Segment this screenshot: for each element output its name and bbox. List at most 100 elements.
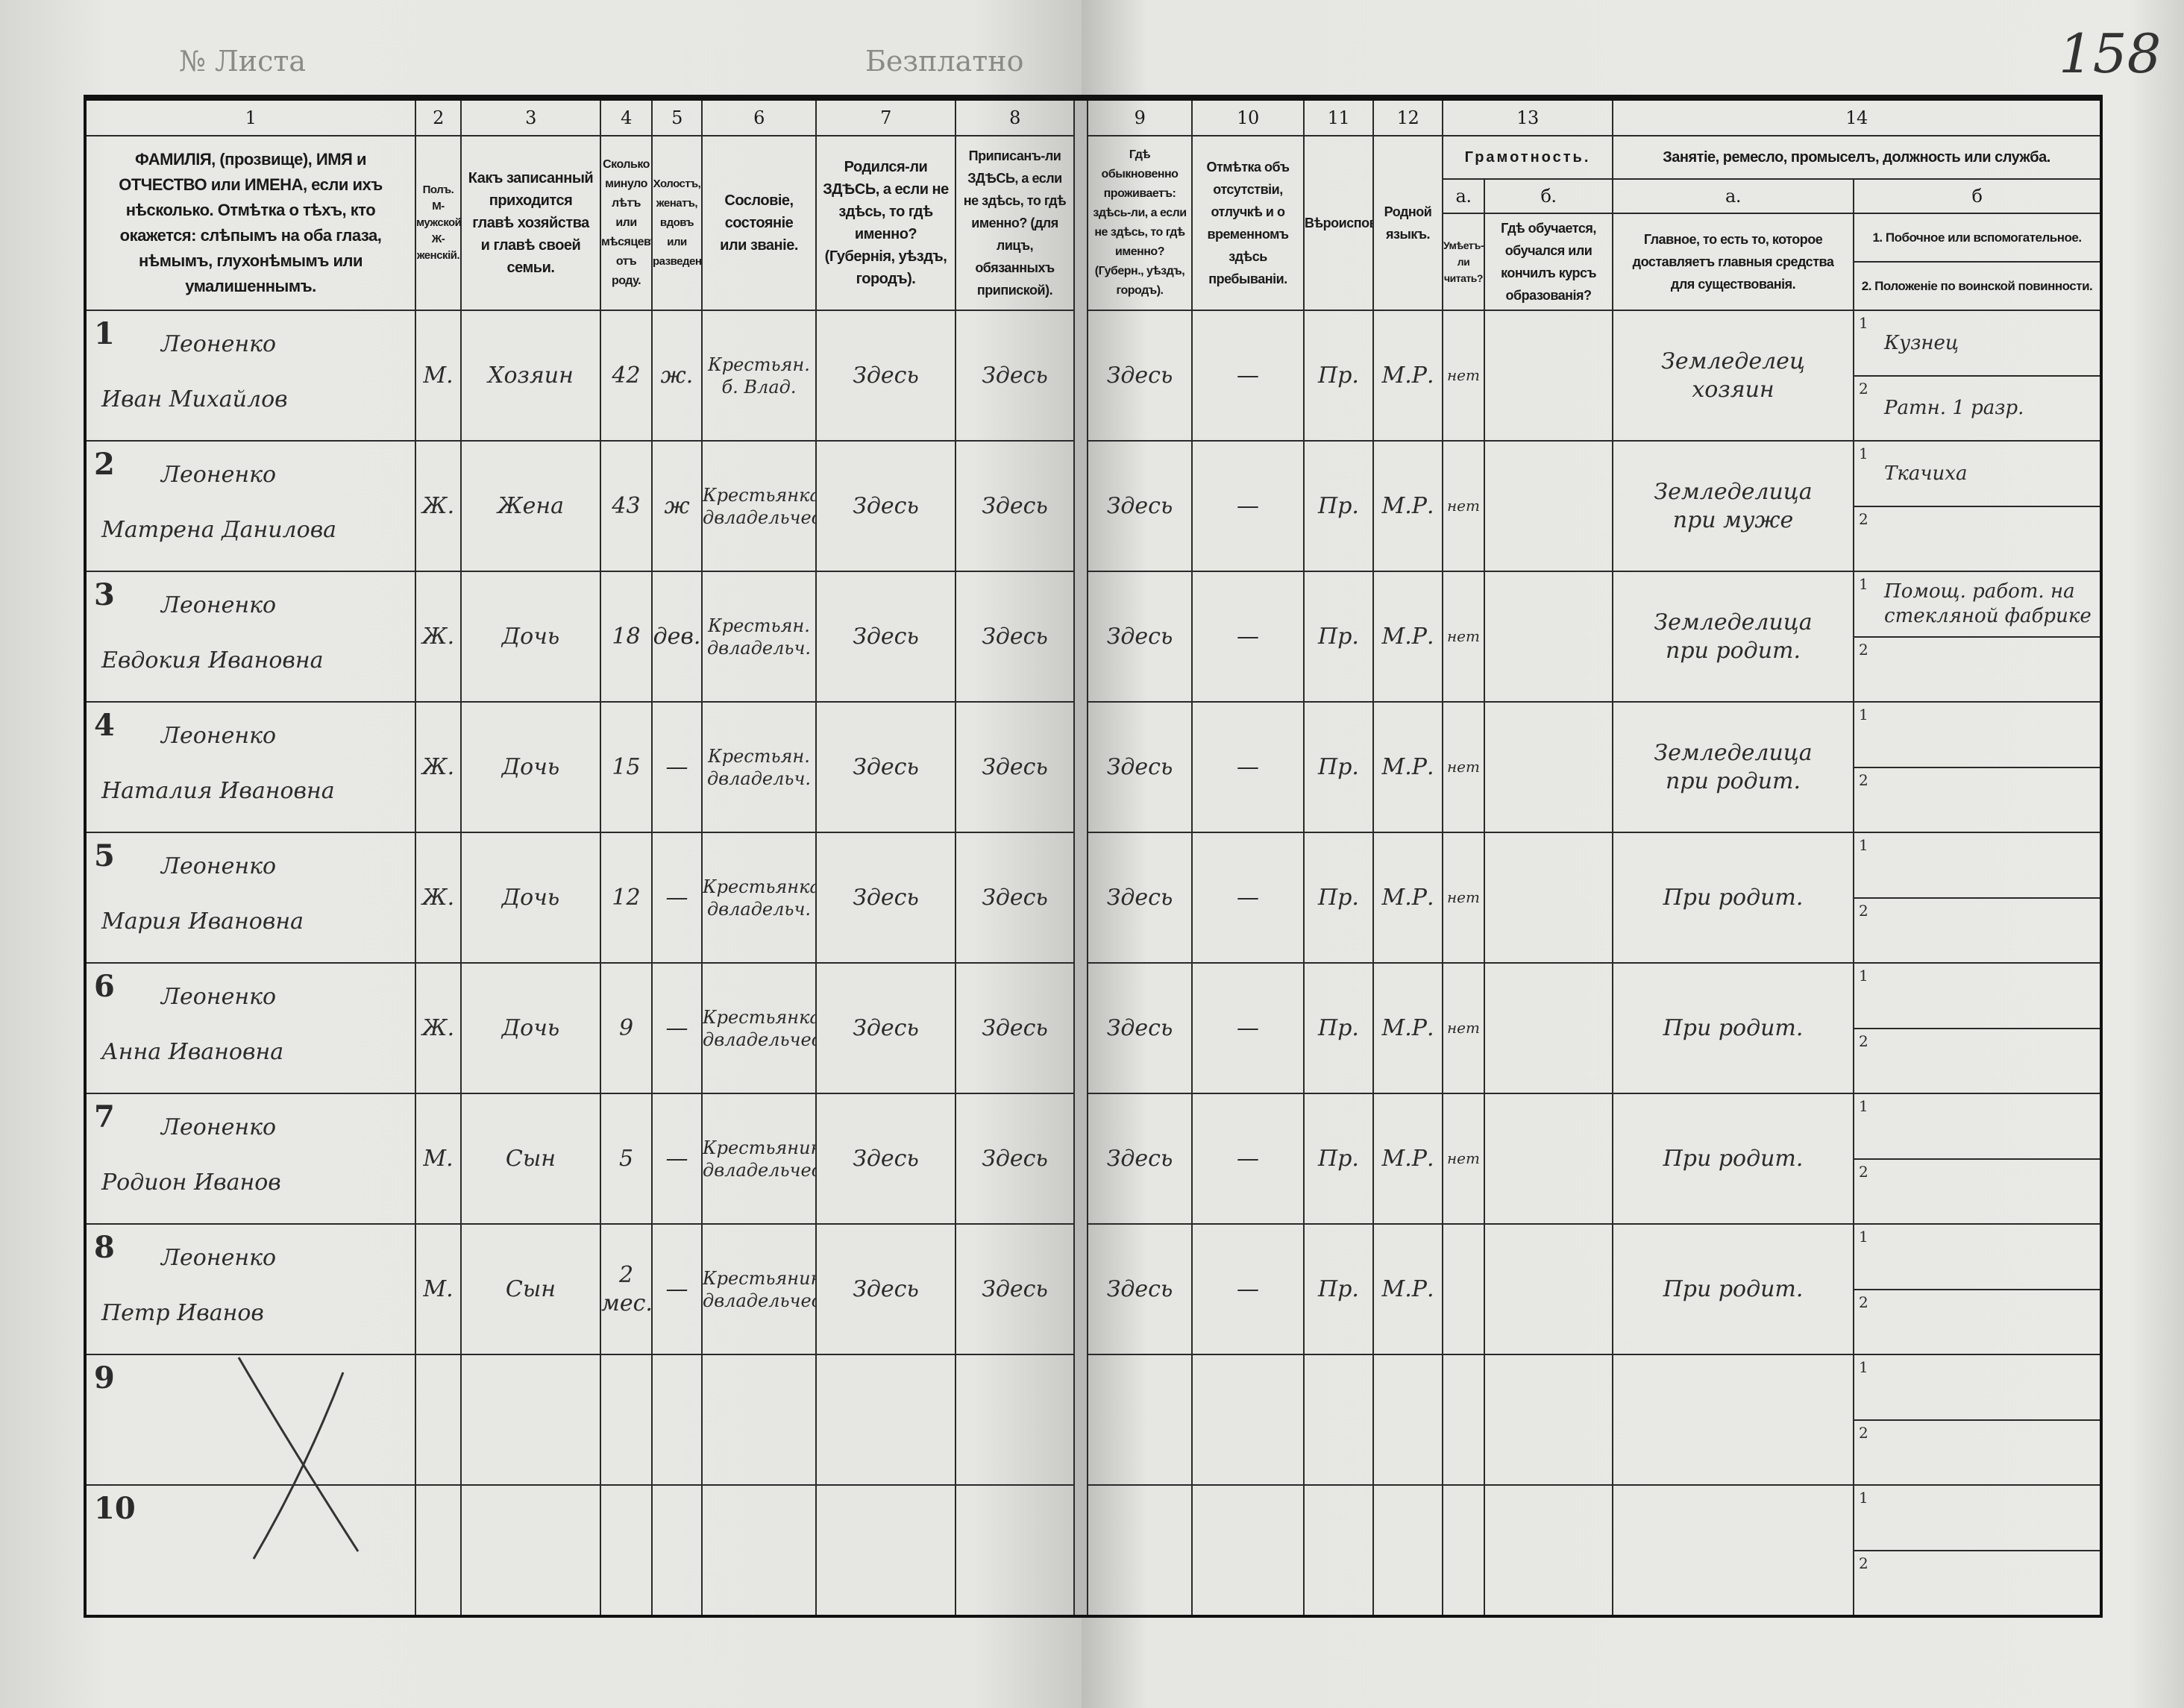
sub-number: 2 <box>1859 640 1868 659</box>
sub-number: 1 <box>1859 445 1868 462</box>
sub-number: 1 <box>1859 1228 1868 1246</box>
header-name: ФАМИЛІЯ, (прозвище), ИМЯ и ОТЧЕСТВО или … <box>84 135 416 311</box>
native-language: М.Р. <box>1381 623 1434 650</box>
page-fold <box>1073 832 1088 963</box>
registration-place: Здесь <box>982 753 1048 780</box>
given-name: Мария Ивановна <box>101 908 304 935</box>
header-literacy: Грамотность. <box>1441 135 1614 180</box>
main-occupation: Земледелица при муже <box>1654 479 1813 533</box>
can-read: нет <box>1447 627 1480 645</box>
absence-note: — <box>1237 492 1259 519</box>
age: 43 <box>612 492 641 519</box>
col-num: 3 <box>460 97 601 136</box>
main-occupation: Земледелица при родит. <box>1654 740 1813 794</box>
header-military-status: 2. Положеніе по воинской повинности. <box>1855 261 2100 309</box>
col-num: 6 <box>701 97 817 136</box>
main-occupation: При родит. <box>1663 1014 1804 1041</box>
can-read: нет <box>1447 888 1480 906</box>
col-num: 13 <box>1441 97 1614 136</box>
relation-to-head: Дочь <box>501 884 560 911</box>
sub-number: 1 <box>1859 1097 1868 1115</box>
native-language: М.Р. <box>1381 1275 1434 1302</box>
native-language: М.Р. <box>1381 1014 1434 1041</box>
person-row: 10 1 2 <box>84 1484 2103 1617</box>
sex: М. <box>423 362 454 389</box>
main-occupation: При родит. <box>1663 1275 1804 1302</box>
header-registration: Приписанъ-ли ЗДѢСЬ, а если не здѣсь, то … <box>955 135 1075 311</box>
header-sex: Полъ. М-мужской. Ж-женскій. <box>415 135 462 311</box>
birthplace: Здесь <box>853 753 919 780</box>
birthplace: Здесь <box>853 1275 919 1302</box>
religion: Пр. <box>1318 362 1359 389</box>
absence-note: — <box>1237 753 1259 780</box>
age: 15 <box>612 753 641 780</box>
military-status: Ратн. 1 разр. <box>1884 397 2024 419</box>
residence: Здесь <box>1106 753 1173 780</box>
age: 5 <box>618 1145 634 1172</box>
row-number: 9 <box>94 1360 115 1395</box>
header-literacy-a-label: а. <box>1442 178 1485 214</box>
religion: Пр. <box>1318 1014 1359 1041</box>
page-fold <box>1073 1485 1088 1616</box>
estate: Крестьянин двладельческ. <box>703 1137 816 1181</box>
registration-place: Здесь <box>982 362 1048 389</box>
marital-status: ж. <box>660 362 694 389</box>
age: 18 <box>612 623 641 650</box>
relation-to-head: Дочь <box>501 1014 560 1041</box>
page-fold <box>1073 1224 1088 1354</box>
row-number: 3 <box>94 577 115 612</box>
col-num: 4 <box>600 97 653 136</box>
residence: Здесь <box>1106 1145 1173 1172</box>
sub-number: 1 <box>1859 575 1868 593</box>
header-birthplace: Родился-ли ЗДѢСЬ, а если не здѣсь, то гд… <box>815 135 956 311</box>
relation-to-head: Сын <box>505 1275 556 1302</box>
side-occupation: Ткачиха <box>1884 462 1968 485</box>
page-fold <box>1073 571 1088 702</box>
birthplace: Здесь <box>853 623 919 650</box>
birthplace: Здесь <box>853 1014 919 1041</box>
religion: Пр. <box>1318 884 1359 911</box>
absence-note: — <box>1237 1275 1259 1302</box>
header-estate: Сословіе, состояніе или званіе. <box>701 135 817 311</box>
free-of-charge-mark: Безплатно <box>865 45 1024 78</box>
residence: Здесь <box>1106 884 1173 911</box>
page-fold <box>1073 1093 1088 1224</box>
header-age: Сколько минуло лѣтъ или мѣсяцевъ отъ род… <box>600 135 653 311</box>
marital-status: дев. <box>653 623 701 650</box>
residence: Здесь <box>1106 362 1173 389</box>
surname: Леоненко <box>161 462 277 488</box>
can-read: нет <box>1447 497 1480 515</box>
surname: Леоненко <box>161 853 277 879</box>
given-name: Иван Михайлов <box>101 386 288 412</box>
person-row: 7 Леоненко Родион Иванов М. Сын 5 — Крестьянин … <box>84 1093 2103 1225</box>
sub-number: 2 <box>1859 379 1868 398</box>
registration-place: Здесь <box>982 623 1048 650</box>
estate: Крестьянин двладельческ. <box>703 1267 816 1311</box>
col-num: 5 <box>651 97 703 136</box>
sex: Ж. <box>421 492 455 519</box>
sex: Ж. <box>421 884 455 911</box>
col-num: 11 <box>1303 97 1374 136</box>
person-row: 2 Леоненко Матрена Данилова Ж. Жена 43 ж Кресть… <box>84 440 2103 572</box>
surname: Леоненко <box>161 592 277 618</box>
surname: Леоненко <box>161 331 277 357</box>
birthplace: Здесь <box>853 362 919 389</box>
surname: Леоненко <box>161 1245 277 1271</box>
birthplace: Здесь <box>853 492 919 519</box>
sub-number: 1 <box>1859 706 1868 723</box>
given-name: Матрена Данилова <box>101 517 337 543</box>
person-row: 1 Леоненко Иван Михайлов М. Хозяин 42 ж. Кресть… <box>84 310 2103 442</box>
col-num: 10 <box>1191 97 1305 136</box>
marital-status: — <box>665 1275 688 1302</box>
page-fold <box>1073 963 1088 1093</box>
header-language: Родной языкъ. <box>1372 135 1443 311</box>
col-num: 12 <box>1372 97 1443 136</box>
absence-note: — <box>1237 623 1259 650</box>
folio-number: 158 <box>2059 22 2162 85</box>
estate: Крестьянка двладельч. <box>703 876 816 920</box>
person-row: 4 Леоненко Наталия Ивановна Ж. Дочь 15 — Кресть… <box>84 701 2103 833</box>
page-fold <box>1073 98 1088 310</box>
absence-note: — <box>1237 1145 1259 1172</box>
native-language: М.Р. <box>1381 884 1434 911</box>
registration-place: Здесь <box>982 492 1048 519</box>
